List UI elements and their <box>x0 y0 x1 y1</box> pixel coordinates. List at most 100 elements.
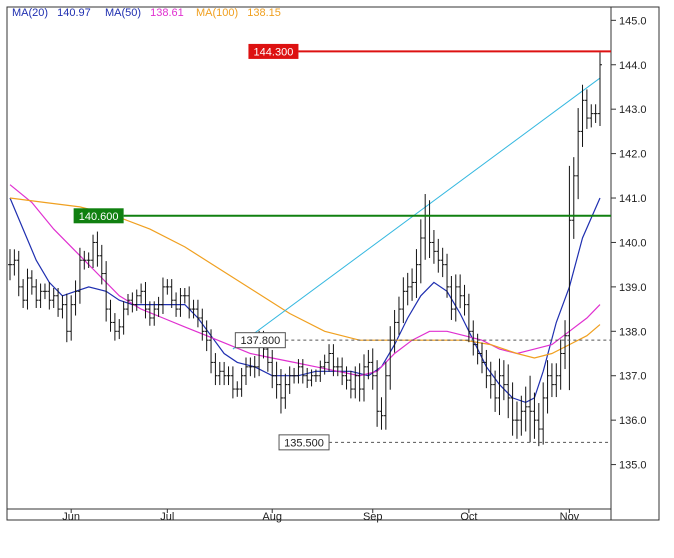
ohlc-bar <box>56 287 61 317</box>
ohlc-bar <box>344 366 349 390</box>
y-tick-label: 136.0 <box>619 415 647 427</box>
ohlc-bar <box>309 369 314 387</box>
y-tick-label: 142.0 <box>619 149 647 161</box>
ohlc-bar <box>42 283 47 300</box>
trendline <box>232 77 601 350</box>
level-label-box <box>234 332 286 349</box>
x-axis: Jun Jul Aug Sep Oct Nov <box>62 509 580 523</box>
ohlc-bar <box>462 284 467 316</box>
ohlc-bar <box>366 349 371 380</box>
legend: MA(20) 140.97 MA(50) 138.61 MA(100) 138.… <box>12 7 281 19</box>
ohlc-bar <box>340 357 345 386</box>
ohlc-bar <box>296 359 301 384</box>
level-label: 144.300 <box>254 46 294 58</box>
ohlc-bar <box>549 363 554 398</box>
ohlc-bar <box>497 358 502 416</box>
ohlc-bar <box>410 268 415 301</box>
y-tick-label: 144.0 <box>619 60 647 72</box>
ohlc-bar <box>112 313 117 341</box>
ohlc-bar <box>178 287 183 317</box>
y-tick-label: 143.0 <box>619 104 647 116</box>
ohlc-bar <box>200 308 205 341</box>
ohlc-bar <box>143 281 148 319</box>
ohlc-bar <box>576 108 581 200</box>
ohlc-bar <box>357 363 362 402</box>
level-label-box <box>248 43 299 59</box>
level-label-box <box>278 434 330 451</box>
y-tick-label: 135.0 <box>619 460 647 472</box>
ohlc-bar <box>34 279 39 308</box>
ohlc-bar <box>348 370 353 399</box>
ohlc-bar <box>130 292 135 313</box>
legend-ma50: MA(50) 138.61 <box>105 7 184 19</box>
ohlc-bar <box>283 373 288 409</box>
level-lines: 144.300 140.600 137.800 135.500 <box>73 43 611 451</box>
ohlc-bar <box>449 275 454 320</box>
ohlc-bar <box>82 250 87 270</box>
legend-ma100-value: 138.15 <box>247 7 281 19</box>
legend-ma50-label: MA(50) <box>105 7 141 19</box>
ohlc-bar <box>64 293 69 343</box>
ohlc-bar <box>209 329 214 374</box>
ohlc-bar <box>506 364 511 419</box>
ohlc-bar <box>51 287 56 308</box>
ohlc-bar <box>38 283 43 308</box>
ohlc-bar <box>139 283 144 304</box>
y-tick-label: 137.0 <box>619 371 647 383</box>
ohlc-bar <box>226 366 231 386</box>
x-tick-label: Aug <box>262 511 282 523</box>
ohlc-bar <box>235 381 240 397</box>
ohlc-bar <box>563 320 568 370</box>
y-axis-panel <box>610 6 660 521</box>
legend-ma100: MA(100) 138.15 <box>196 7 281 19</box>
ohlc-bar <box>567 165 572 391</box>
x-axis-panel <box>6 508 612 521</box>
ohlc-bar <box>322 354 327 375</box>
ohlc-bar <box>91 234 96 268</box>
ohlc-bar <box>292 367 297 384</box>
ohlc-bar <box>305 367 310 388</box>
ohlc-bar <box>580 84 585 147</box>
ohlc-bar <box>60 295 65 319</box>
legend-ma50-value: 138.61 <box>150 7 184 19</box>
ohlc-bar <box>558 339 563 390</box>
ohlc-bar <box>493 370 498 412</box>
ohlc-bar <box>16 250 21 297</box>
ohlc-bar <box>134 289 139 311</box>
ohlc-bar <box>445 253 450 298</box>
ohlc-bar <box>47 281 52 310</box>
ohlc-bar <box>69 295 74 341</box>
ohlc-bar <box>501 360 506 401</box>
legend-ma20-value: 140.97 <box>57 7 91 19</box>
ohlc-bar <box>147 301 152 326</box>
ohlc-bar <box>541 382 546 445</box>
legend-ma100-label: MA(100) <box>196 7 238 19</box>
ohlc-bar <box>230 366 235 399</box>
ohlc-bar <box>327 344 332 372</box>
ohlc-bar <box>440 247 445 278</box>
ohlc-bar <box>362 354 366 402</box>
ohlc-bar <box>514 401 519 439</box>
ohlc-bar <box>405 272 410 306</box>
ohlc-bar <box>593 104 598 123</box>
level-label: 140.600 <box>79 211 119 223</box>
ohlc-bar <box>248 357 253 377</box>
ohlc-bar <box>471 320 476 356</box>
ohlc-bar <box>353 366 358 399</box>
trendline-line <box>232 77 601 350</box>
ohlc-bar <box>528 375 533 443</box>
ohlc-bar <box>195 299 200 328</box>
ohlc-bar <box>370 348 375 390</box>
ohlc-bar <box>331 344 336 377</box>
ohlc-bar <box>222 361 227 386</box>
ohlc-bar <box>571 157 576 239</box>
ohlc-bar <box>383 361 388 430</box>
x-tick-label: Jun <box>62 511 80 523</box>
ohlc-bar <box>554 363 559 398</box>
ohlc-bar <box>117 319 122 340</box>
x-tick-label: Sep <box>363 511 383 523</box>
ohlc-bar <box>252 355 257 378</box>
ohlc-bar <box>99 244 104 285</box>
x-tick-label: Nov <box>560 511 580 523</box>
